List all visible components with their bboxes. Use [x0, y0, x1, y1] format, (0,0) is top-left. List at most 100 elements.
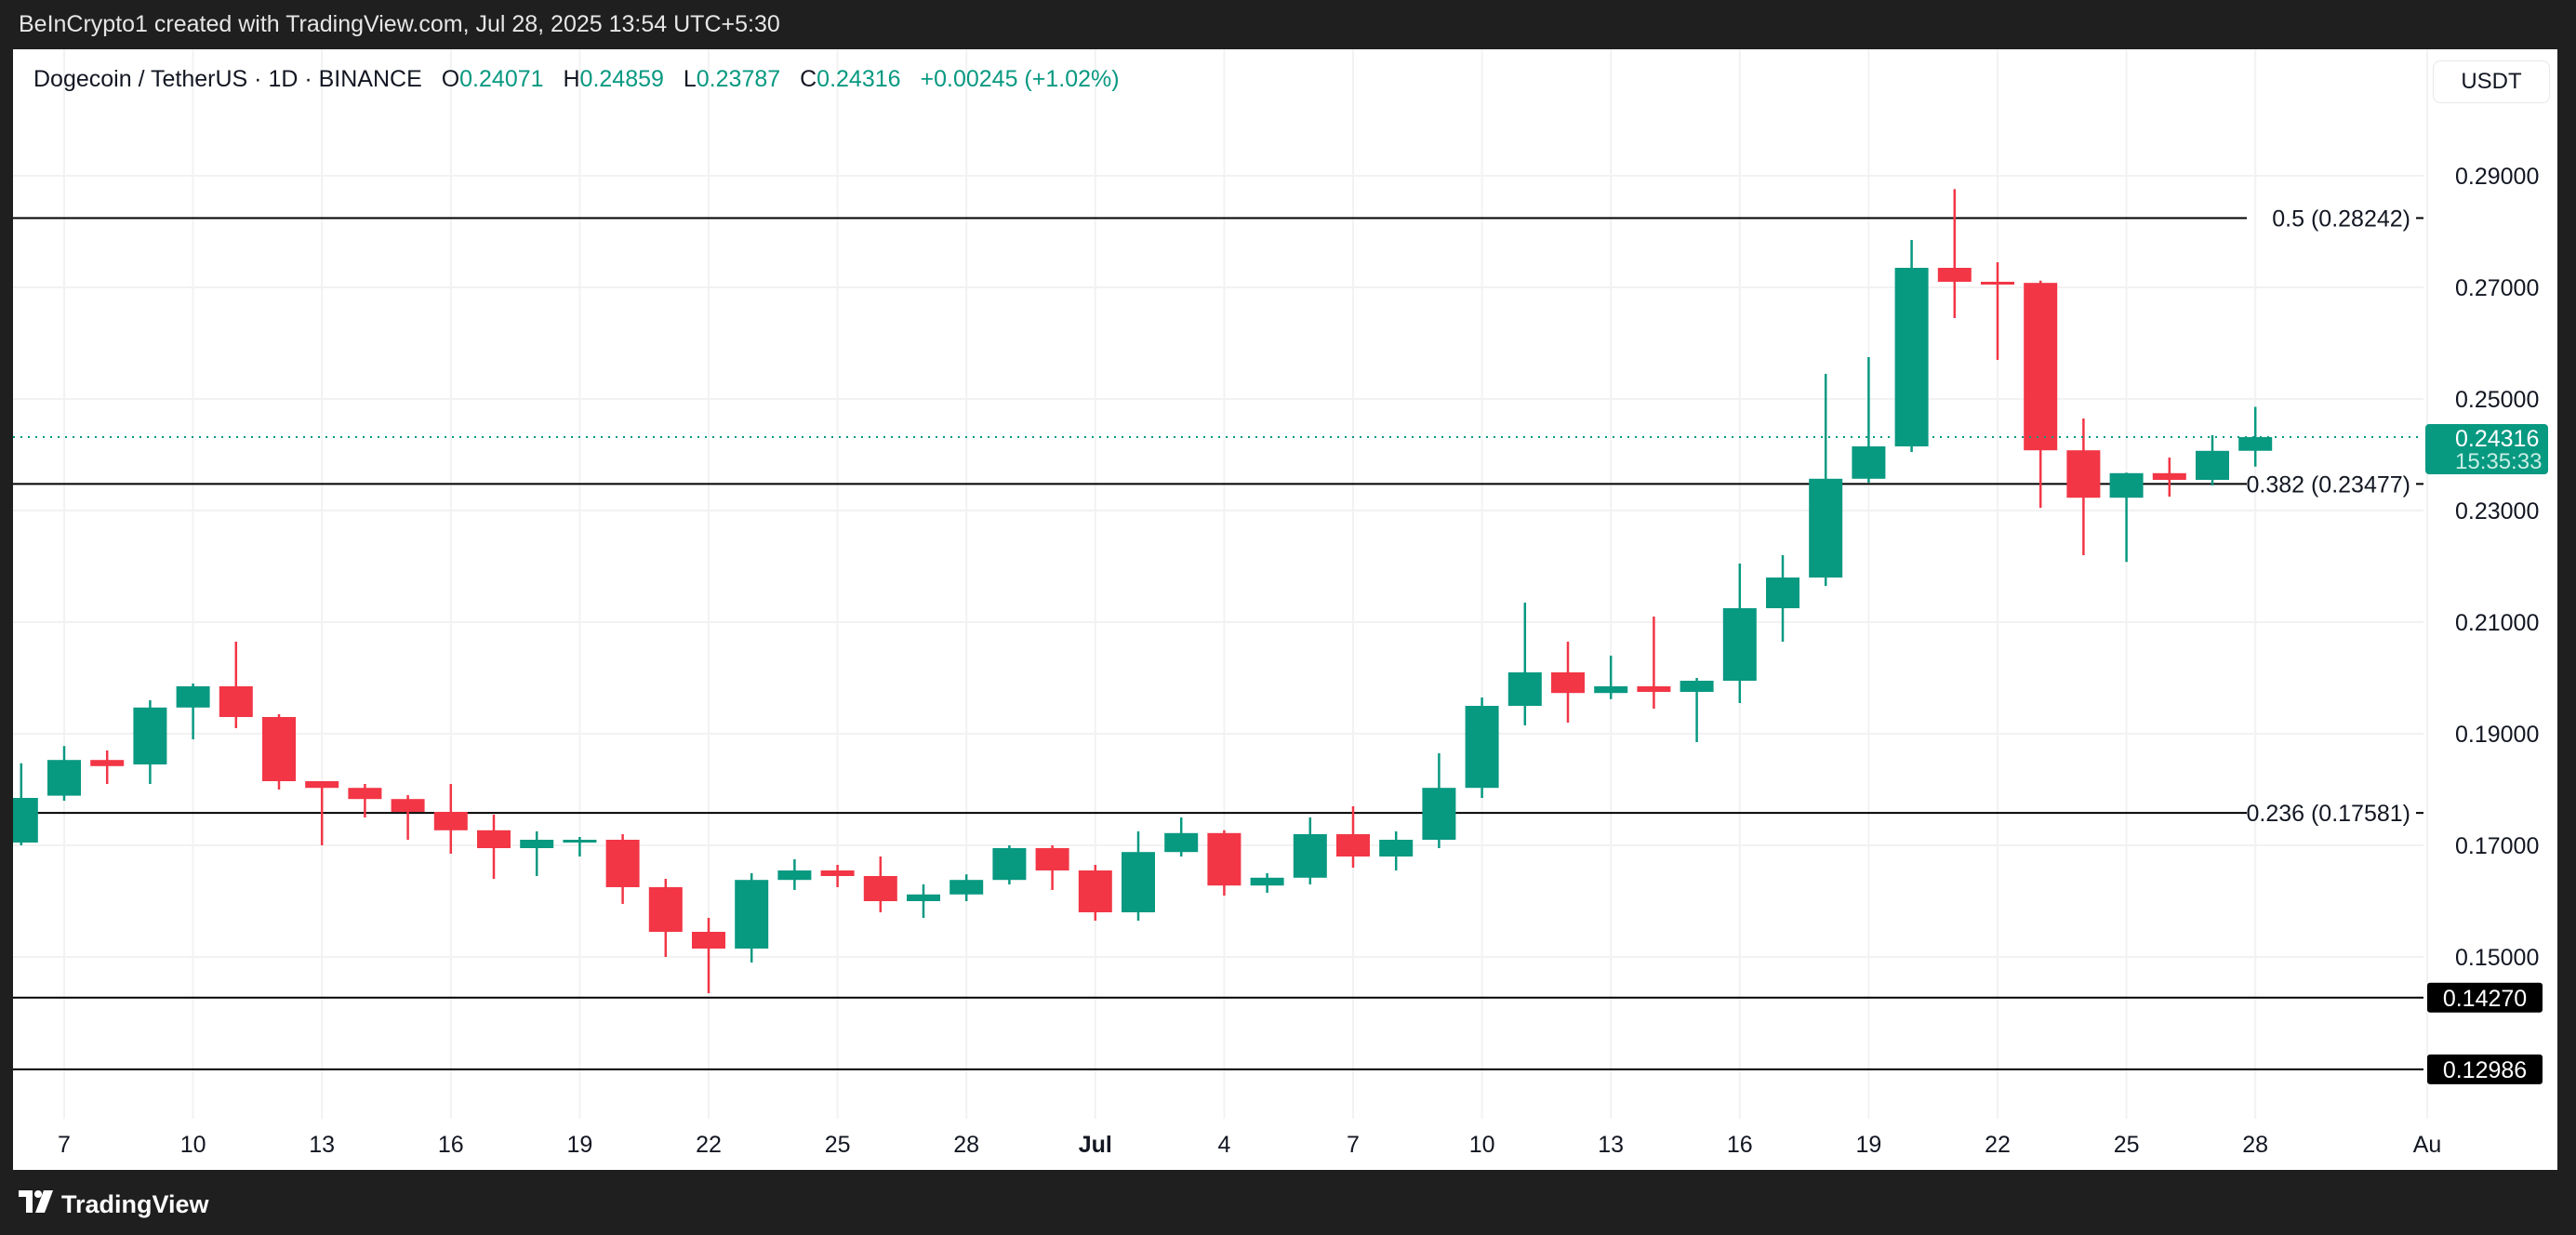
- caption: BeInCrypto1 created with TradingView.com…: [19, 11, 780, 37]
- high-label: H: [563, 66, 580, 92]
- candle-body: [1164, 832, 1199, 853]
- candle-body: [1894, 268, 1929, 446]
- candlestick-chart[interactable]: 0.29000 0.27000 0.25000 0.23000 0.21000 0.190…: [13, 49, 2557, 1170]
- candle-body: [777, 870, 812, 881]
- top-bar: BeInCrypto1 created with TradingView.com…: [0, 0, 2576, 49]
- y-tick-label: 0.17000: [2455, 833, 2539, 859]
- candle-body: [1852, 446, 1886, 479]
- candle-body: [176, 686, 210, 708]
- candle-body: [2196, 450, 2229, 480]
- candle-body: [2152, 472, 2186, 480]
- candle-body: [1379, 840, 1414, 857]
- y-tick-label: 0.27000: [2455, 275, 2539, 301]
- x-tick-label: 10: [1469, 1132, 1495, 1158]
- candle-body: [820, 870, 855, 876]
- candle-body: [1122, 852, 1155, 912]
- candle-body: [391, 799, 425, 812]
- candle-body: [692, 932, 725, 949]
- candle-body: [949, 880, 984, 895]
- change-value: +0.00245 (+1.02%): [920, 66, 1120, 92]
- candle-body: [1937, 268, 1972, 282]
- x-tick-label: 28: [953, 1132, 979, 1158]
- y-tick-label: 0.21000: [2455, 610, 2539, 636]
- symbol-legend: Dogecoin / TetherUS · 1D · BINANCE O0.24…: [33, 66, 1120, 93]
- candle-body: [735, 880, 769, 949]
- candle-body: [520, 840, 554, 848]
- candle-body: [1722, 608, 1757, 681]
- candle-body: [1422, 788, 1456, 840]
- fib-level-label: 0.382 (0.23477): [2246, 471, 2410, 498]
- y-tick-label: 0.15000: [2455, 945, 2539, 971]
- low-value: 0.23787: [696, 66, 781, 92]
- currency-button[interactable]: USDT: [2433, 60, 2550, 103]
- y-tick-label: 0.29000: [2455, 164, 2539, 190]
- x-tick-label: 16: [1727, 1132, 1753, 1158]
- fib-level-label: 0.236 (0.17581): [2246, 801, 2410, 827]
- candle-body: [1680, 681, 1714, 692]
- x-tick-label: 25: [825, 1132, 851, 1158]
- candle-body: [1809, 478, 1843, 578]
- y-tick-label: 0.23000: [2455, 498, 2539, 525]
- candle-body: [305, 781, 339, 789]
- candle-body: [2024, 283, 2058, 451]
- candle-body: [863, 876, 897, 901]
- candle-body: [605, 840, 640, 887]
- x-tick-label: 13: [309, 1132, 335, 1158]
- candle-body: [1035, 848, 1069, 870]
- candle-body: [1465, 706, 1499, 789]
- right-border: [2557, 49, 2576, 1170]
- candle-body: [1594, 686, 1628, 694]
- candle-body: [477, 830, 511, 848]
- x-tick-label: 7: [58, 1132, 71, 1158]
- close-label: C: [800, 66, 817, 92]
- candle-body: [1336, 834, 1370, 857]
- candle-body: [2109, 472, 2144, 498]
- brand-name: TradingView: [61, 1190, 209, 1218]
- x-tick-label: Jul: [1079, 1132, 1112, 1158]
- countdown-timer: 15:35:33: [2455, 449, 2542, 474]
- candle-body: [433, 812, 468, 830]
- candle-body: [90, 760, 125, 766]
- open-label: O: [441, 66, 460, 92]
- y-tick-label: 0.19000: [2455, 722, 2539, 748]
- candle-body: [648, 887, 683, 932]
- x-tick-label: 16: [438, 1132, 464, 1158]
- candle-body: [47, 760, 81, 796]
- x-tick-label: 19: [1855, 1132, 1881, 1158]
- candle-body: [1637, 686, 1671, 692]
- candle-body: [1250, 877, 1284, 886]
- x-tick-label: 13: [1598, 1132, 1624, 1158]
- candle-body: [563, 840, 597, 843]
- candle-body: [2238, 437, 2273, 451]
- tradingview-logo-icon: [19, 1190, 53, 1213]
- price-level-tag-label: 0.14270: [2443, 986, 2527, 1012]
- price-level-tag: [2427, 1054, 2543, 1084]
- candle-body: [1507, 672, 1542, 706]
- x-tick-label: 4: [1217, 1132, 1230, 1158]
- x-tick-label: Au: [2413, 1132, 2442, 1158]
- candle-body: [1981, 282, 2014, 285]
- candle-body: [1766, 578, 1799, 608]
- candle-body: [1551, 672, 1585, 694]
- x-tick-label: 22: [1985, 1132, 2011, 1158]
- candle-body: [1078, 870, 1112, 912]
- candle-body: [907, 894, 940, 901]
- candle-body: [348, 788, 382, 800]
- x-tick-label: 7: [1347, 1132, 1360, 1158]
- candle-body: [13, 798, 38, 843]
- candle-body: [1207, 832, 1242, 886]
- x-tick-label: 10: [180, 1132, 206, 1158]
- low-label: L: [683, 66, 697, 92]
- candle-body: [262, 717, 296, 781]
- fib-level-label: 0.5 (0.28242): [2272, 206, 2410, 232]
- candle-body: [992, 848, 1027, 881]
- candle-body: [219, 686, 253, 717]
- chart-panel[interactable]: 0.29000 0.27000 0.25000 0.23000 0.21000 0.190…: [13, 49, 2557, 1170]
- footer: TradingView: [0, 1170, 2576, 1235]
- price-level-tag: [2427, 982, 2543, 1013]
- candle-body: [1293, 834, 1327, 878]
- price-level-tag-label: 0.12986: [2443, 1057, 2527, 1083]
- x-tick-label: 25: [2114, 1132, 2140, 1158]
- high-value: 0.24859: [579, 66, 664, 92]
- open-value: 0.24071: [459, 66, 544, 92]
